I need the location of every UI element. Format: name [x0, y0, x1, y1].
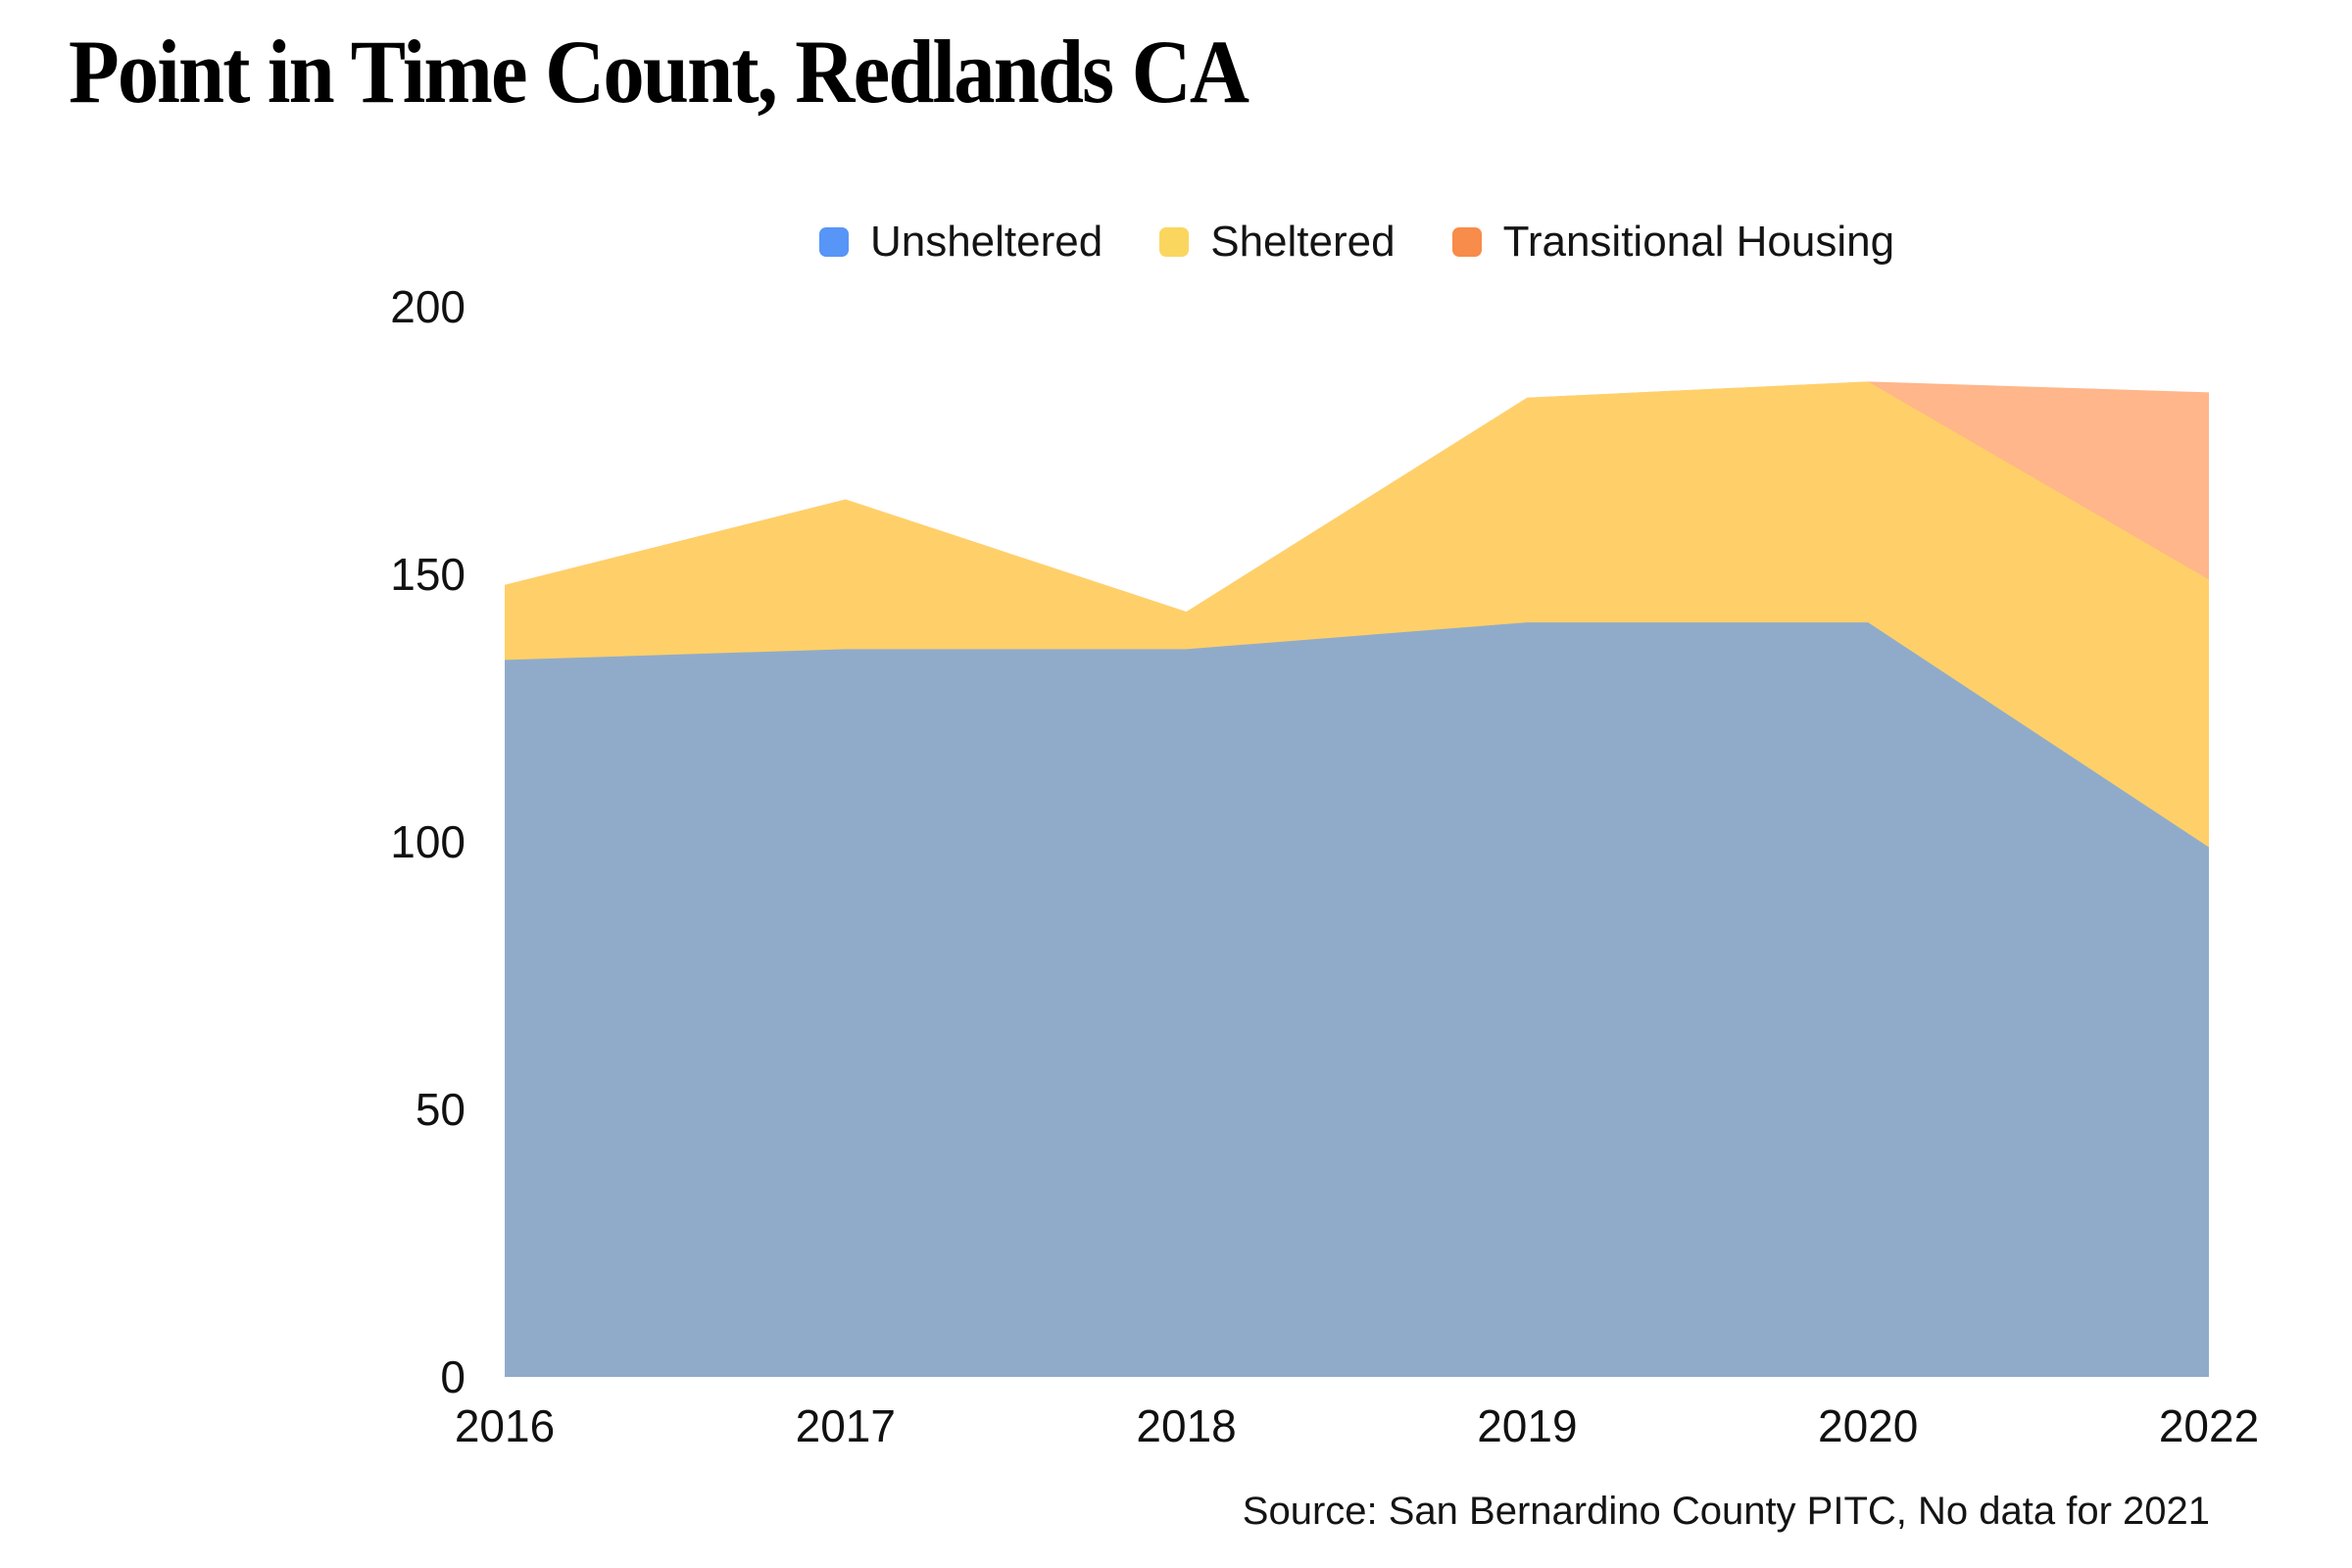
legend-label-sheltered: Sheltered: [1210, 218, 1396, 266]
source-note: Source: San Bernardino County PITC, No d…: [1242, 1490, 2210, 1533]
plot-area: [505, 307, 2209, 1377]
legend-swatch-transitional-housing-icon: [1451, 227, 1482, 257]
x-tick-label-2020: 2020: [1818, 1400, 1919, 1451]
legend-swatch-unsheltered-icon: [818, 227, 849, 257]
chart-svg: [505, 381, 2209, 1377]
legend-item-unsheltered: Unsheltered: [818, 218, 1103, 267]
y-tick-label-100: 100: [390, 816, 466, 867]
legend-label-unsheltered: Unsheltered: [869, 218, 1103, 266]
x-tick-label-2018: 2018: [1136, 1400, 1237, 1451]
page-title: Point in Time Count, Redlands CA: [69, 22, 1250, 122]
y-tick-label-150: 150: [390, 549, 466, 600]
y-tick-label-200: 200: [390, 281, 466, 332]
legend-label-transitional-housing: Transitional Housing: [1502, 218, 1895, 266]
x-tick-label-2016: 2016: [454, 1400, 556, 1451]
x-tick-label-2019: 2019: [1477, 1400, 1578, 1451]
chart-legend: Unsheltered Sheltered Transitional Housi…: [505, 218, 2209, 267]
legend-swatch-sheltered-icon: [1159, 227, 1190, 257]
y-tick-label-0: 0: [440, 1351, 466, 1402]
x-tick-label-2022: 2022: [2158, 1400, 2260, 1451]
legend-item-sheltered: Sheltered: [1159, 218, 1396, 267]
area-unsheltered: [505, 622, 2209, 1377]
legend-item-transitional-housing: Transitional Housing: [1451, 218, 1895, 267]
x-tick-label-2017: 2017: [795, 1400, 896, 1451]
y-tick-label-50: 50: [415, 1084, 466, 1135]
